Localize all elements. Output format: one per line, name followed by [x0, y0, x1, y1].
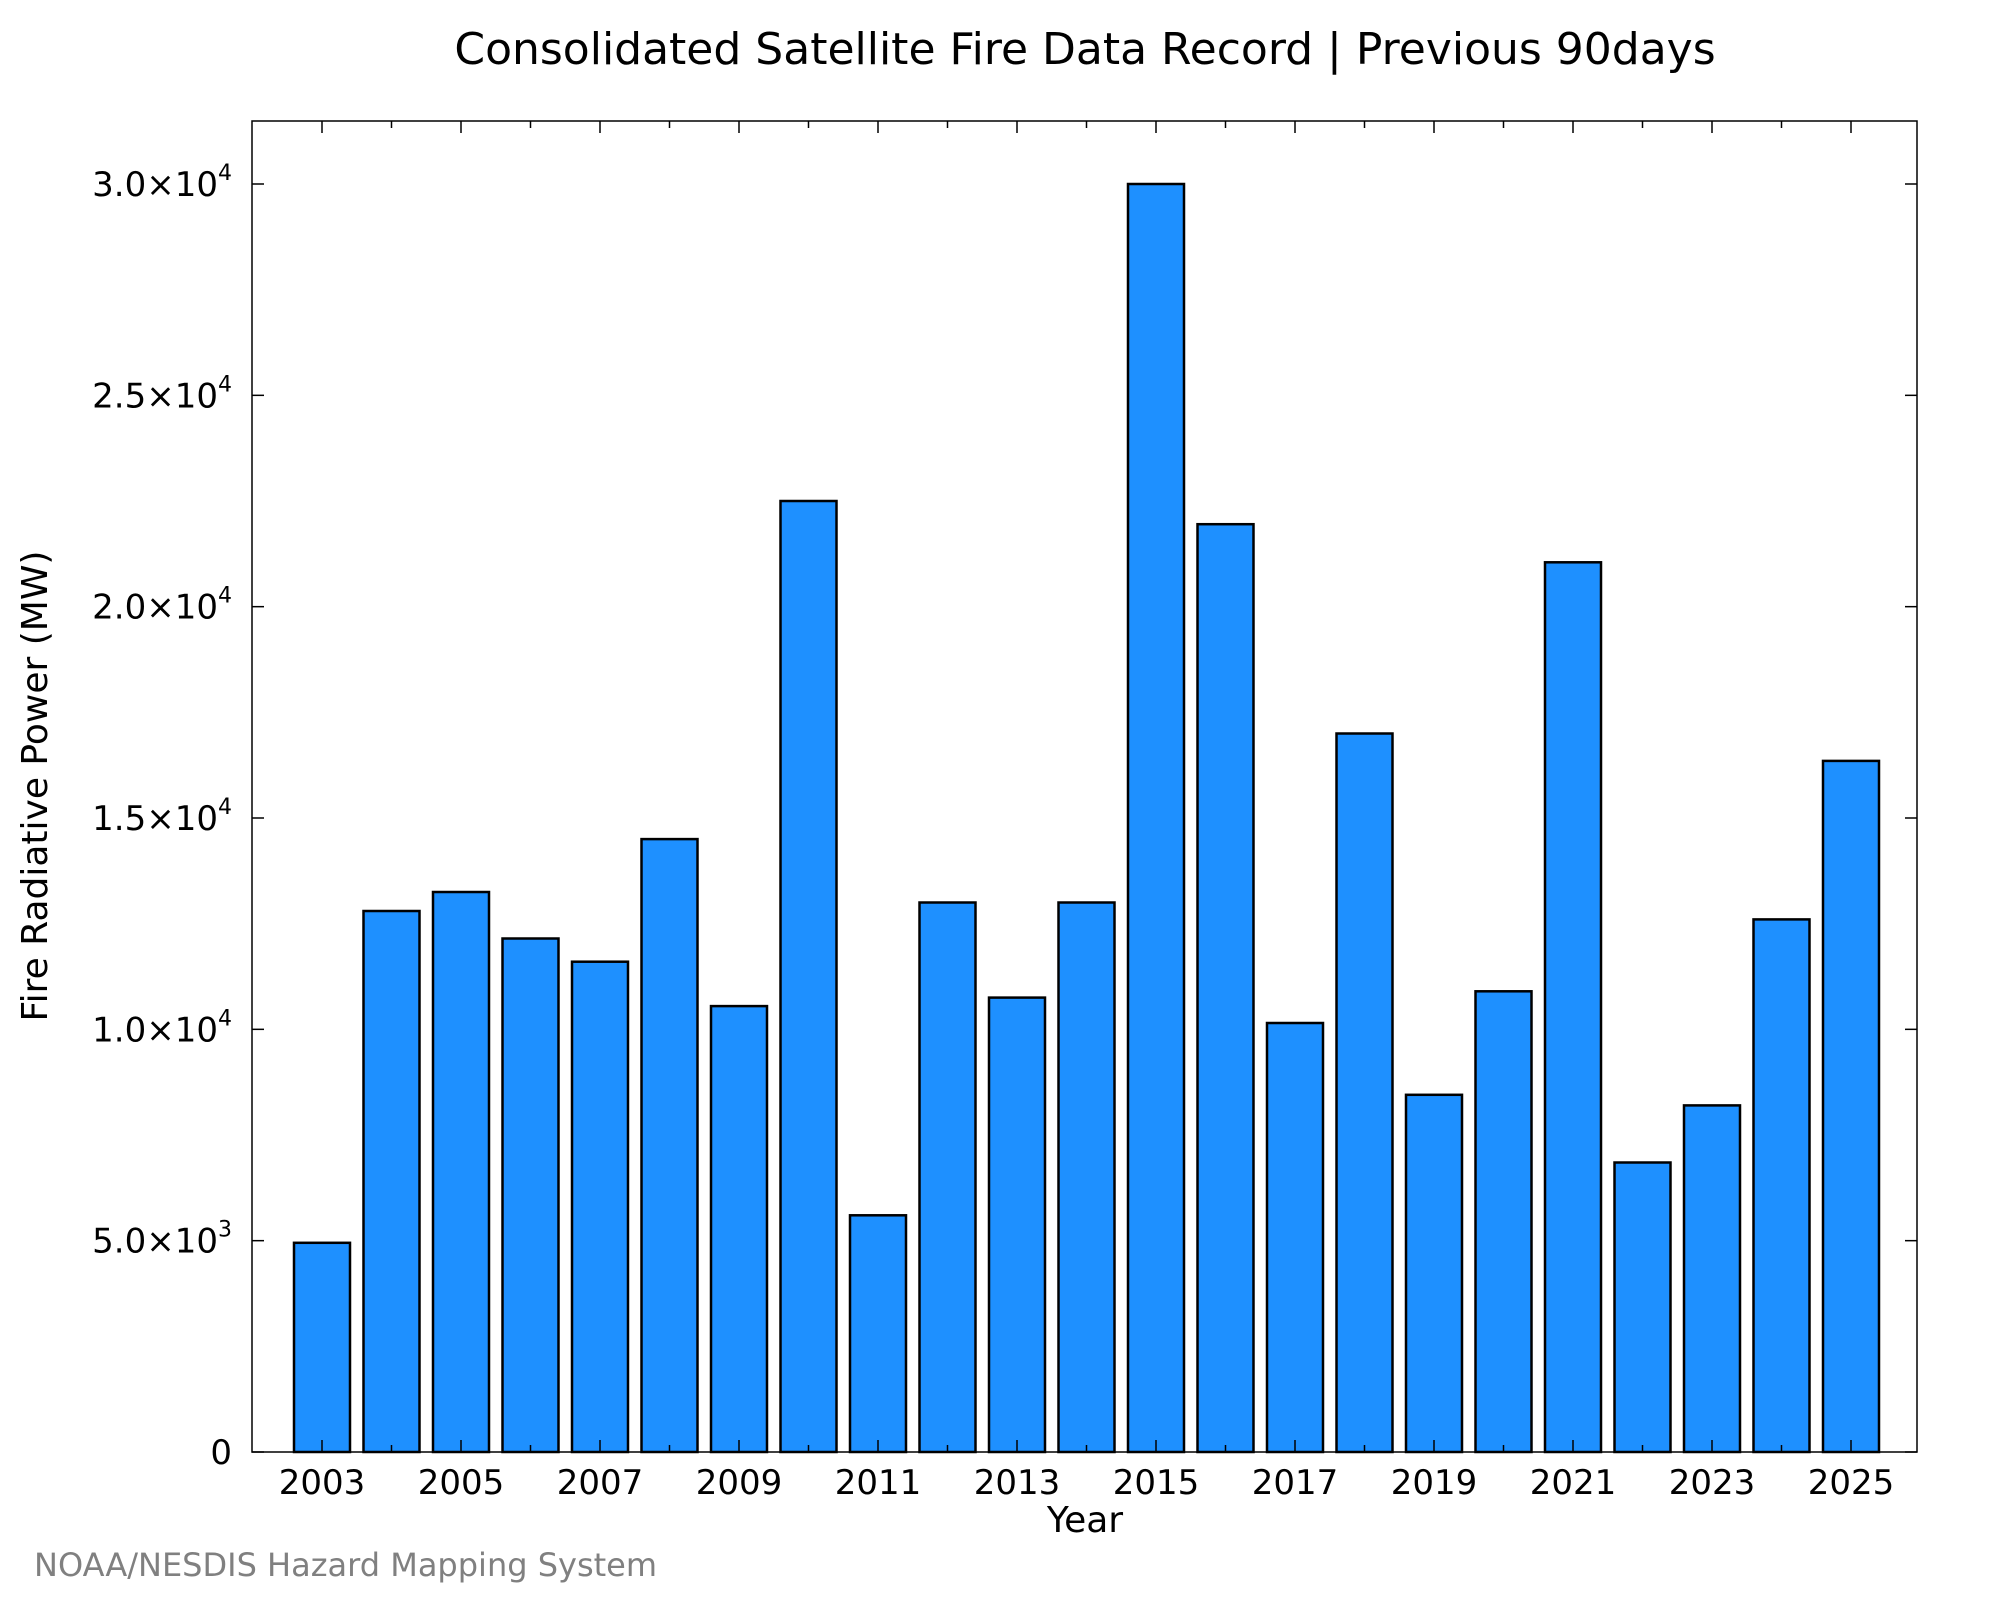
bar-2025 — [1821, 759, 1881, 1454]
x-tick-label-2003: 2003 — [279, 1463, 366, 1503]
bar-2008 — [640, 837, 699, 1454]
bar-2017 — [1265, 1021, 1325, 1454]
y-tick-label-20000: 2.0×104 — [92, 584, 232, 628]
bar-2015 — [1126, 182, 1186, 1454]
credit-text: NOAA/NESDIS Hazard Mapping System — [34, 1546, 657, 1584]
chart-title: Consolidated Satellite Fire Data Record … — [454, 24, 1715, 75]
bar-2013 — [987, 996, 1047, 1454]
x-tick-label-2011: 2011 — [835, 1463, 922, 1503]
bar-2021 — [1543, 561, 1603, 1454]
bar-2018 — [1335, 732, 1394, 1454]
y-axis-label: Fire Radiative Power (MW) — [15, 551, 56, 1022]
bar-2012 — [918, 901, 977, 1454]
bar-2004 — [362, 909, 421, 1454]
bar-2009 — [709, 1004, 769, 1454]
bar-2023 — [1682, 1104, 1742, 1454]
bar-2007 — [570, 960, 630, 1454]
y-tick-label-5000: 5.0×103 — [92, 1218, 232, 1262]
x-tick-label-2025: 2025 — [1808, 1463, 1895, 1503]
x-tick-label-2007: 2007 — [557, 1463, 644, 1503]
bar-2006 — [501, 937, 560, 1454]
x-tick-label-2023: 2023 — [1669, 1463, 1756, 1503]
x-tick-label-2013: 2013 — [974, 1463, 1061, 1503]
bar-2022 — [1613, 1161, 1672, 1454]
bar-2024 — [1752, 918, 1811, 1454]
x-axis-label: Year — [1046, 1500, 1123, 1541]
bar-2020 — [1474, 990, 1533, 1454]
x-tick-label-2015: 2015 — [1113, 1463, 1200, 1503]
bar-2003 — [292, 1241, 352, 1454]
bar-2016 — [1196, 522, 1255, 1454]
bar-2005 — [431, 890, 491, 1454]
x-tick-label-2021: 2021 — [1530, 1463, 1617, 1503]
y-tick-label-0: 0 — [210, 1433, 232, 1473]
y-tick-label-25000: 2.5×104 — [92, 372, 232, 416]
bar-2010 — [779, 499, 838, 1454]
y-tick-label-10000: 1.0×104 — [92, 1006, 232, 1050]
y-tick-label-30000: 3.0×104 — [92, 161, 232, 205]
x-tick-label-2009: 2009 — [696, 1463, 783, 1503]
x-tick-label-2019: 2019 — [1391, 1463, 1478, 1503]
bars-group — [292, 182, 1881, 1454]
y-tick-label-15000: 1.5×104 — [92, 795, 232, 839]
x-axis-ticks: 2003 2005 2007 2009 2011 2013 2015 2017 2019 2021… — [279, 121, 1895, 1503]
bar-2019 — [1404, 1093, 1464, 1454]
bar-2011 — [848, 1214, 908, 1454]
y-axis-ticks: 0 5.0×103 1.0×104 1.5×104 2.0×104 2.5×104 3.0×… — [92, 161, 1917, 1473]
bar-2014 — [1057, 901, 1116, 1454]
x-tick-label-2017: 2017 — [1252, 1463, 1339, 1503]
plot-frame — [251, 120, 1918, 1453]
x-tick-label-2005: 2005 — [418, 1463, 505, 1503]
